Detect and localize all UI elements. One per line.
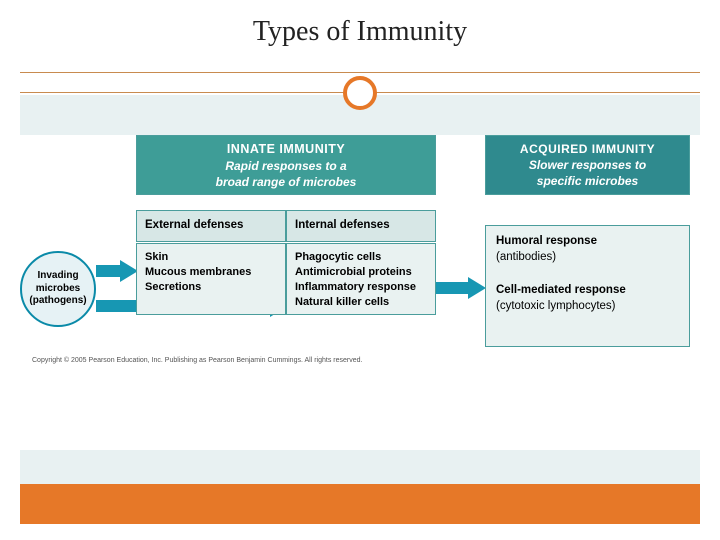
cell-sub1: (cytotoxic lymphocytes): [496, 300, 616, 312]
innate-header: INNATE IMMUNITY Rapid responses to a bro…: [136, 135, 436, 195]
humoral-label: Humoral response: [496, 235, 597, 247]
circle-line2: microbes: [36, 283, 80, 294]
acquired-body: Humoral response (antibodies) Cell-media…: [485, 225, 690, 347]
int-item-0: Phagocytic cells: [295, 250, 427, 265]
arrow-1: [96, 260, 138, 282]
diagram: Invading microbes (pathogens) INNATE IMM…: [0, 135, 720, 415]
divider-top: [20, 72, 700, 73]
circle-line3: (pathogens): [29, 295, 86, 306]
external-defenses-body: Skin Mucous membranes Secretions: [136, 243, 286, 315]
ring-icon: [343, 76, 377, 110]
innate-sub2: broad range of microbes: [143, 174, 429, 190]
circle-line1: Invading: [37, 270, 78, 281]
int-item-3: Natural killer cells: [295, 295, 427, 310]
int-item-2: Inflammatory response: [295, 280, 427, 295]
pathogen-circle: Invading microbes (pathogens): [20, 251, 96, 327]
footer-bar: [20, 484, 700, 524]
acquired-sub2: specific microbes: [492, 173, 683, 189]
page-title: Types of Immunity: [0, 0, 720, 56]
int-item-1: Antimicrobial proteins: [295, 265, 427, 280]
band-bottom: [20, 450, 700, 484]
cell-label: Cell-mediated response: [496, 284, 626, 296]
innate-sub1: Rapid responses to a: [143, 158, 429, 174]
acquired-sub1: Slower responses to: [492, 157, 683, 173]
acquired-title: ACQUIRED IMMUNITY: [492, 141, 683, 157]
copyright-text: Copyright © 2005 Pearson Education, Inc.…: [32, 357, 362, 364]
ext-item-1: Mucous membranes: [145, 265, 277, 280]
ext-item-0: Skin: [145, 250, 277, 265]
arrow-3: [436, 277, 486, 299]
internal-defenses-body: Phagocytic cells Antimicrobial proteins …: [286, 243, 436, 315]
innate-title: INNATE IMMUNITY: [143, 141, 429, 158]
external-defenses-header: External defenses: [136, 210, 286, 242]
ext-item-2: Secretions: [145, 280, 277, 295]
internal-defenses-header: Internal defenses: [286, 210, 436, 242]
acquired-header: ACQUIRED IMMUNITY Slower responses to sp…: [485, 135, 690, 195]
humoral-sub: (antibodies): [496, 251, 556, 263]
